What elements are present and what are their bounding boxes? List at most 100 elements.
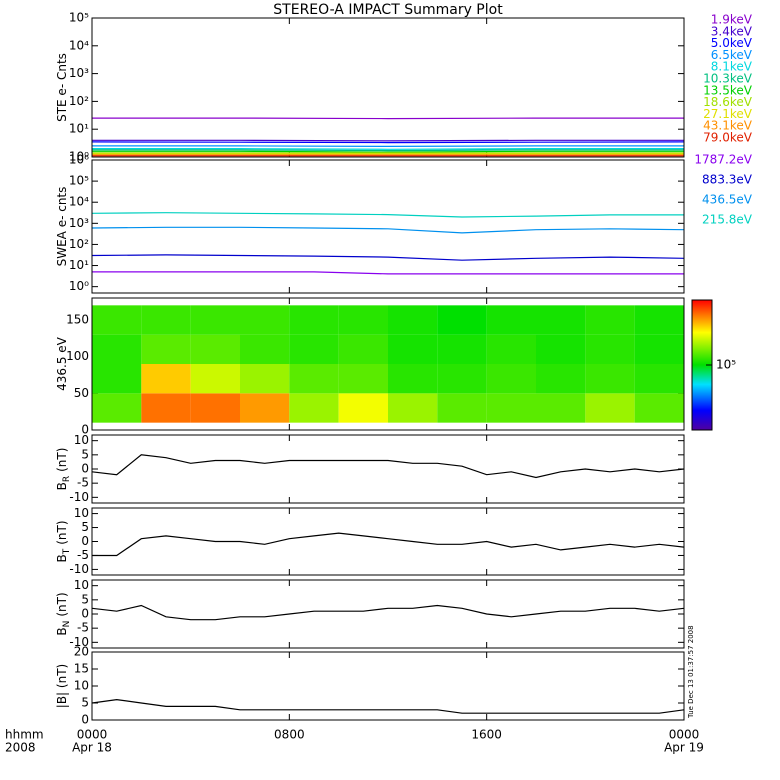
year-caption: 2008 [5, 741, 36, 755]
series-line [92, 139, 684, 142]
heatmap-cell [388, 305, 438, 335]
heatmap-cell [437, 305, 487, 335]
y-axis-label-unit: (nT) [55, 592, 69, 616]
heatmap-cell [634, 393, 684, 423]
legend-entry: 5.0keV [711, 36, 753, 50]
heatmap-cell [536, 305, 586, 335]
y-tick-label: 10 [74, 506, 89, 520]
date-label: Apr 18 [72, 741, 112, 755]
legend-entry: 8.1keV [711, 60, 753, 74]
heatmap-cell [141, 364, 191, 394]
legend-entry: 13.5keV [703, 83, 753, 97]
heatmap-cell [92, 393, 142, 423]
y-tick-label: 10⁴ [69, 38, 89, 52]
heatmap-cell [486, 364, 536, 394]
heatmap-cell [190, 393, 240, 423]
x-tick-label: 1600 [471, 728, 502, 742]
heatmap-cell [585, 364, 635, 394]
heatmap-cell [289, 364, 339, 394]
series-line [92, 454, 684, 479]
heatmap-cell [437, 334, 487, 364]
y-axis-label-main: SWEA e- cnts [55, 187, 69, 267]
y-axis-label-main: 436.5 eV [55, 336, 69, 391]
series-line [92, 254, 684, 261]
series-line [92, 141, 684, 144]
panel-frame [91, 579, 685, 649]
heatmap-cell [190, 364, 240, 394]
legend-entry: 10.3keV [703, 72, 753, 86]
panel-frame [91, 434, 685, 504]
panel-frame [91, 651, 685, 721]
heatmap-cell [92, 305, 142, 335]
y-tick-label: 10³ [69, 216, 89, 230]
y-tick-label: 20 [74, 645, 89, 659]
heatmap-cell [338, 334, 388, 364]
y-axis-label-main: B [55, 482, 69, 490]
heatmap-cell [338, 393, 388, 423]
series-line [92, 149, 684, 152]
y-axis-label: STE e- Cnts [55, 53, 69, 122]
y-tick-label: 10 [74, 433, 89, 447]
y-tick-label: 10¹ [69, 122, 89, 136]
y-tick-label: -10 [69, 562, 89, 576]
y-tick-label: 5 [81, 447, 89, 461]
heatmap-cell [289, 305, 339, 335]
heatmap-cell [240, 364, 290, 394]
heatmap-cell [536, 364, 586, 394]
heatmap-cell [289, 334, 339, 364]
y-tick-label: 10⁵ [69, 11, 89, 25]
legend-entry: 18.6keV [703, 95, 753, 109]
panel-frame [91, 507, 685, 576]
time-caption: hhmm [5, 728, 44, 742]
y-axis-label-sub: N [62, 621, 72, 628]
y-tick-label: 10⁰ [69, 279, 89, 293]
y-tick-label: 10² [69, 237, 89, 251]
heatmap-cell [536, 334, 586, 364]
series-line [92, 698, 684, 714]
legend-entry: 6.5keV [711, 48, 753, 62]
heatmap-cell [585, 393, 635, 423]
y-tick-label: 0 [81, 607, 89, 621]
y-tick-label: 100 [66, 349, 89, 363]
y-tick-label: -5 [77, 476, 89, 490]
y-tick-label: 10⁰ [69, 150, 89, 164]
heatmap-cell [190, 334, 240, 364]
y-tick-label: 150 [66, 313, 89, 327]
legend-entry: 79.0keV [703, 131, 753, 145]
series-line [92, 271, 684, 275]
heatmap-cell [437, 393, 487, 423]
y-tick-label: 10 [74, 578, 89, 592]
y-tick-label: 5 [81, 696, 89, 710]
y-axis-label: |B| (nT) [55, 664, 69, 708]
heatmap-cell [634, 305, 684, 335]
y-tick-label: 10¹ [69, 258, 89, 272]
y-axis-label: 436.5 eV [55, 336, 69, 391]
y-axis-label: BR (nT) [55, 448, 72, 491]
legend-entry: 27.1keV [703, 107, 753, 121]
y-axis-label: SWEA e- cnts [55, 187, 69, 267]
heatmap-cell [240, 334, 290, 364]
heatmap-cell [585, 334, 635, 364]
heatmap-cell [437, 364, 487, 394]
y-axis-label-main: B [55, 554, 69, 562]
y-tick-label: -10 [69, 635, 89, 649]
heatmap-cell [240, 305, 290, 335]
series-line [92, 226, 684, 234]
legend-entry: 43.1keV [703, 119, 753, 133]
y-tick-label: 10³ [69, 66, 89, 80]
y-axis-label-unit: (nT) [55, 448, 69, 472]
heatmap-cell [141, 393, 191, 423]
y-tick-label: 15 [74, 662, 89, 676]
y-tick-label: -5 [77, 621, 89, 635]
heatmap-cell [486, 305, 536, 335]
heatmap-cell [92, 364, 142, 394]
y-tick-label: 50 [74, 386, 89, 400]
heatmap-cell [240, 393, 290, 423]
x-tick-label: 0000 [669, 728, 700, 742]
y-axis-label-unit: (nT) [55, 520, 69, 544]
y-axis-label: BN (nT) [55, 592, 72, 635]
title: STEREO-A IMPACT Summary Plot [273, 2, 503, 18]
panel-frame [91, 17, 685, 158]
series-line [92, 150, 684, 153]
